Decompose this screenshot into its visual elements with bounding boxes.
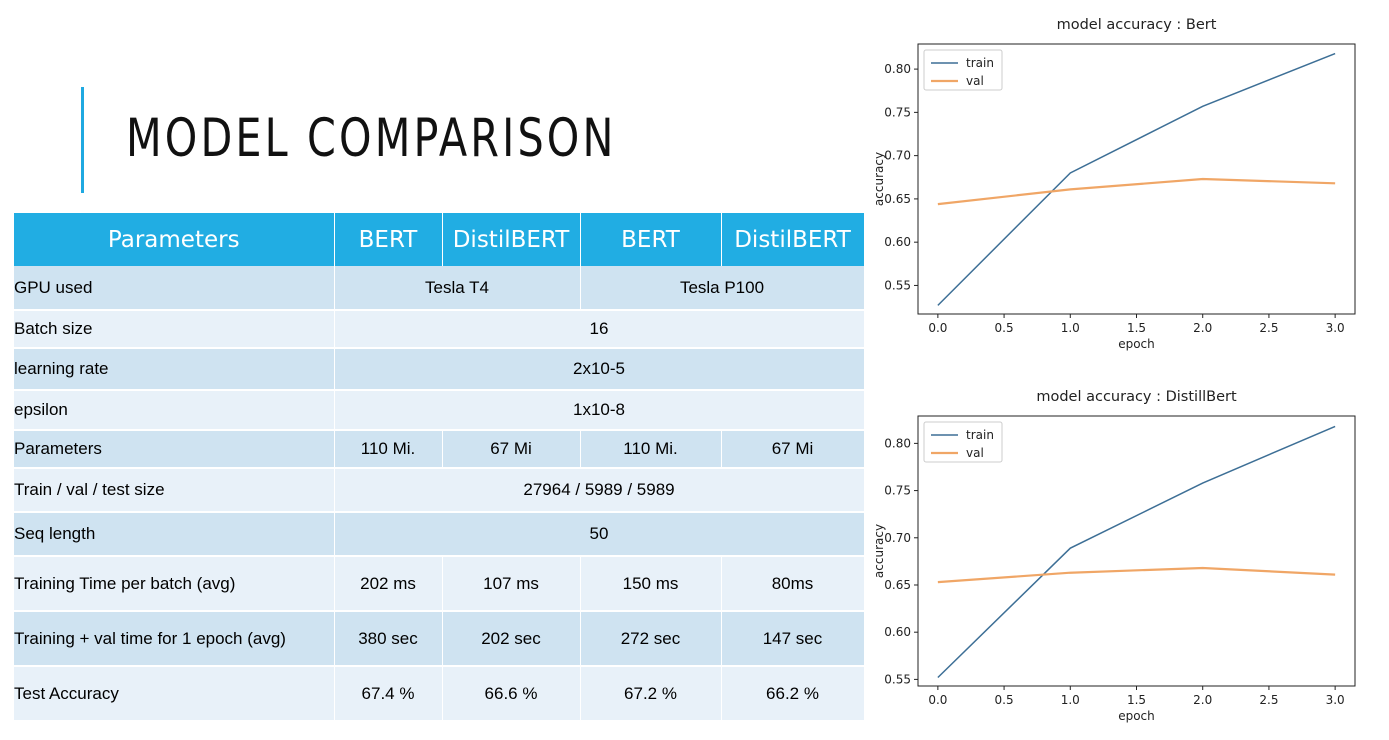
header-bert-t4: BERT <box>334 213 443 266</box>
comparison-table: Parameters BERT DistilBERT BERT DistilBE… <box>14 213 865 722</box>
table-cell: 1x10-8 <box>334 390 865 431</box>
bert-chart-xtick-label: 1.0 <box>1061 321 1080 335</box>
row-label: epsilon <box>14 390 335 431</box>
bert-chart-ytick-label: 0.70 <box>884 149 911 163</box>
bert-chart-legend-label-val: val <box>966 74 984 88</box>
row-label: Seq length <box>14 512 335 557</box>
table-row: Training Time per batch (avg) 202 ms 107 m… <box>14 556 865 612</box>
table-cell: 2x10-5 <box>334 348 865 391</box>
table-cell: 380 sec <box>334 611 443 667</box>
page-title: MODEL COMPARISON <box>126 108 617 169</box>
bert-chart-ytick-label: 0.65 <box>884 192 911 206</box>
distilbert-chart-legend-label-train: train <box>966 428 994 442</box>
table-header-row: Parameters BERT DistilBERT BERT DistilBE… <box>14 213 865 266</box>
distilbert-chart-ytick-label: 0.70 <box>884 531 911 545</box>
bert-chart-ylabel: accuracy <box>872 152 886 206</box>
distilbert-chart-xtick-label: 1.5 <box>1127 693 1146 707</box>
table-cell: 80ms <box>721 556 865 612</box>
table-cell: Tesla T4 <box>334 266 581 311</box>
bert-chart-xtick-label: 2.0 <box>1193 321 1212 335</box>
table-cell: 202 ms <box>334 556 443 612</box>
table-cell: 66.6 % <box>442 666 581 722</box>
row-label: learning rate <box>14 348 335 391</box>
table-cell: 67 Mi <box>442 430 581 469</box>
distilbert-chart-legend-label-val: val <box>966 446 984 460</box>
distilbert-chart-ytick-label: 0.65 <box>884 578 911 592</box>
bert-chart-xtick-label: 2.5 <box>1259 321 1278 335</box>
distilbert-chart-xtick-label: 3.0 <box>1326 693 1345 707</box>
distilbert-chart-xtick-label: 2.0 <box>1193 693 1212 707</box>
distilbert-chart-xtick-label: 0.5 <box>995 693 1014 707</box>
distilbert-chart-series-val <box>937 566 1336 584</box>
distilbert-chart-xtick-label: 0.0 <box>928 693 947 707</box>
distilbert-chart-ytick-label: 0.75 <box>884 484 911 498</box>
distilbert-accuracy-chart: model accuracy : DistillBert 0.0 0.5 1.0 1.5… <box>872 389 1356 723</box>
bert-chart-xtick-label: 3.0 <box>1326 321 1345 335</box>
row-label: Parameters <box>14 430 335 469</box>
table-row: learning rate 2x10-5 <box>14 348 865 391</box>
table-cell: 150 ms <box>580 556 722 612</box>
row-label: GPU used <box>14 266 335 311</box>
table-row: Seq length 50 <box>14 512 865 557</box>
bert-accuracy-chart: model accuracy : Bert 0.0 0.5 1.0 1.5 2.0 2.5 3… <box>872 17 1356 351</box>
table-body: GPU used Tesla T4 Tesla P100 Batch size 16 le… <box>14 266 865 722</box>
table-cell: 202 sec <box>442 611 581 667</box>
title-accent-bar <box>81 87 84 193</box>
bert-chart-xtick-label: 0.5 <box>995 321 1014 335</box>
row-label: Test Accuracy <box>14 666 335 722</box>
bert-chart-title: model accuracy : Bert <box>1057 17 1217 33</box>
table-cell: 67.4 % <box>334 666 443 722</box>
table-row: GPU used Tesla T4 Tesla P100 <box>14 266 865 311</box>
bert-chart-series-train <box>937 52 1336 306</box>
table-row: Batch size 16 <box>14 310 865 349</box>
table-cell: 147 sec <box>721 611 865 667</box>
bert-chart-ytick-label: 0.55 <box>884 278 911 292</box>
distilbert-chart-xtick-label: 2.5 <box>1259 693 1278 707</box>
table-cell: 66.2 % <box>721 666 865 722</box>
row-label: Train / val / test size <box>14 468 335 513</box>
distilbert-chart-series-train <box>937 425 1336 679</box>
row-label: Training Time per batch (avg) <box>14 556 335 612</box>
row-label: Batch size <box>14 310 335 349</box>
table-cell: 67.2 % <box>580 666 722 722</box>
table-cell: 272 sec <box>580 611 722 667</box>
distilbert-chart-xlabel: epoch <box>1118 709 1155 723</box>
table-cell: 27964 / 5989 / 5989 <box>334 468 865 513</box>
bert-chart-legend-label-train: train <box>966 56 994 70</box>
bert-chart-series-val <box>937 177 1336 206</box>
table-cell: 50 <box>334 512 865 557</box>
table-row: Parameters 110 Mi. 67 Mi 110 Mi. 67 Mi <box>14 430 865 469</box>
bert-chart-ytick-label: 0.80 <box>884 62 911 76</box>
distilbert-chart-xtick-label: 1.0 <box>1061 693 1080 707</box>
distilbert-chart-title: model accuracy : DistillBert <box>1036 389 1237 405</box>
header-distilbert-p100: DistilBERT <box>721 213 865 266</box>
bert-chart-xtick-label: 0.0 <box>928 321 947 335</box>
table-cell: 107 ms <box>442 556 581 612</box>
table-row: Test Accuracy 67.4 % 66.6 % 67.2 % 66.2 % <box>14 666 865 722</box>
header-parameters: Parameters <box>14 213 335 266</box>
bert-chart-xlabel: epoch <box>1118 337 1155 351</box>
distilbert-chart-ytick-label: 0.80 <box>884 436 911 450</box>
bert-chart-ytick-label: 0.60 <box>884 235 911 249</box>
bert-chart-ytick-label: 0.75 <box>884 105 911 119</box>
table-row: Training + val time for 1 epoch (avg) 380… <box>14 611 865 667</box>
table-cell: 110 Mi. <box>334 430 443 469</box>
table-cell: Tesla P100 <box>580 266 865 311</box>
table-row: epsilon 1x10-8 <box>14 390 865 431</box>
row-label: Training + val time for 1 epoch (avg) <box>14 611 335 667</box>
distilbert-chart-ytick-label: 0.55 <box>884 672 911 686</box>
bert-chart-xtick-label: 1.5 <box>1127 321 1146 335</box>
header-bert-p100: BERT <box>580 213 722 266</box>
table-cell: 16 <box>334 310 865 349</box>
table-cell: 67 Mi <box>721 430 865 469</box>
header-distilbert-t4: DistilBERT <box>442 213 581 266</box>
table-cell: 110 Mi. <box>580 430 722 469</box>
distilbert-chart-ylabel: accuracy <box>872 524 886 578</box>
distilbert-chart-ytick-label: 0.60 <box>884 625 911 639</box>
table-row: Train / val / test size 27964 / 5989 / 59… <box>14 468 865 513</box>
